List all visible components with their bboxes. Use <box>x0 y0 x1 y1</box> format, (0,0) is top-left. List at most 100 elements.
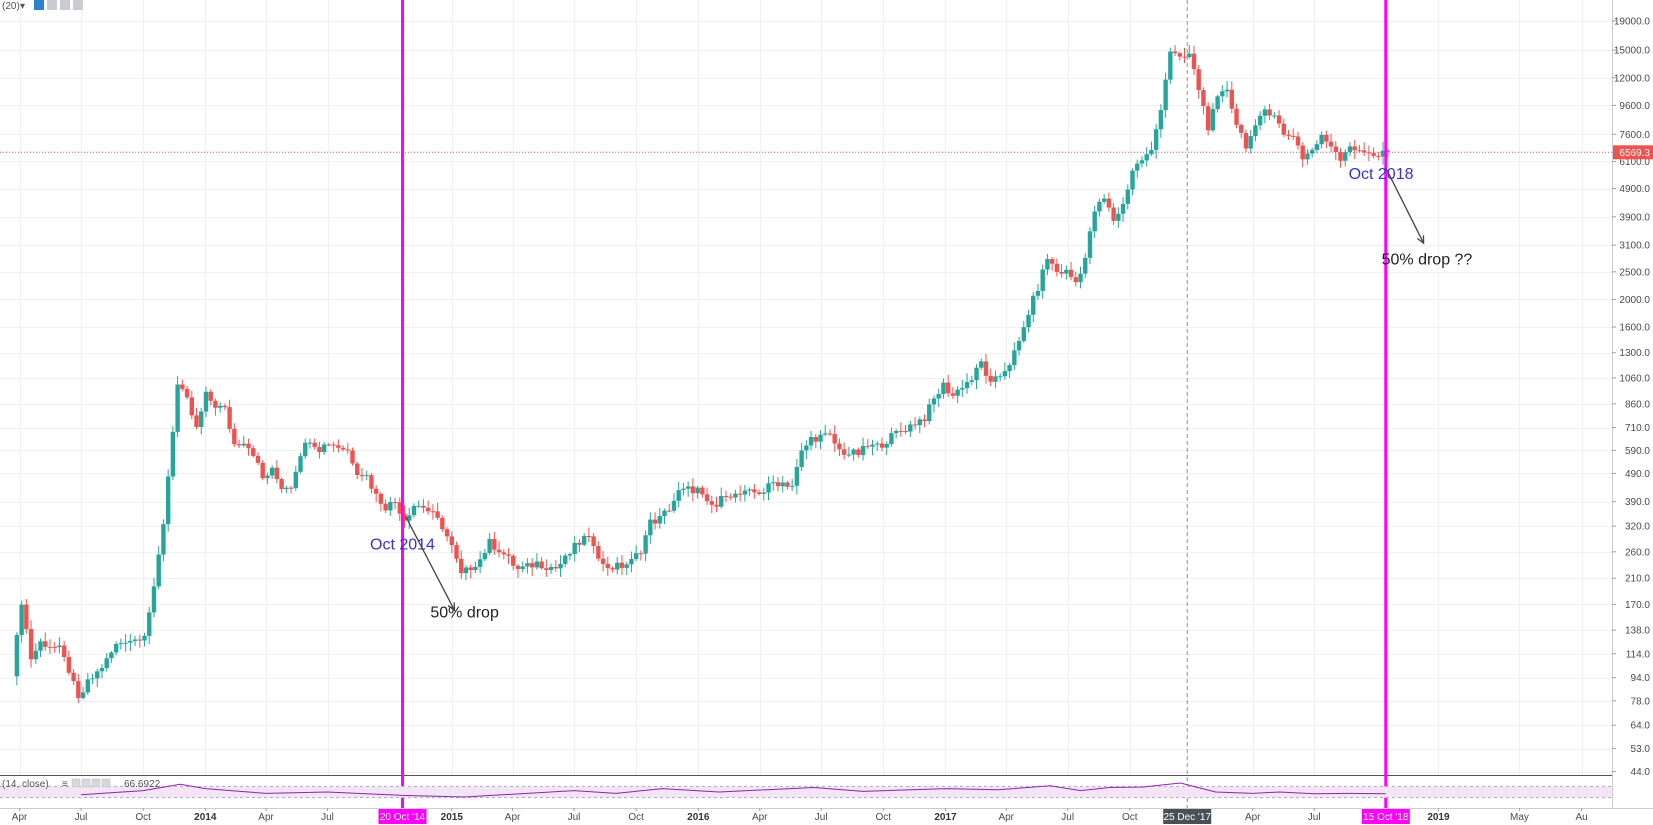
candle <box>813 434 818 449</box>
candle-body <box>425 507 431 512</box>
candle-body <box>383 503 388 511</box>
candle-body <box>771 482 776 484</box>
candle-body <box>1343 152 1348 161</box>
rsi-line <box>80 782 1386 798</box>
series-toolbar: (20) ▾ <box>2 0 83 12</box>
candle <box>586 527 592 543</box>
candle <box>95 668 100 688</box>
candle-body <box>1182 56 1187 58</box>
candle-body <box>1253 125 1258 137</box>
candle <box>865 439 870 449</box>
candle <box>643 530 648 562</box>
candle <box>714 496 719 513</box>
candle <box>600 551 606 572</box>
candle <box>742 485 748 502</box>
candle-body <box>1149 149 1154 155</box>
candle <box>57 637 62 654</box>
candle-body <box>260 462 265 479</box>
candle <box>723 490 729 502</box>
candle-body <box>265 475 270 479</box>
current-price-label: 6569.3 <box>1619 148 1650 159</box>
candle-body <box>388 502 393 511</box>
candle-body <box>1309 149 1315 154</box>
candle <box>184 385 190 400</box>
candle-body <box>889 433 894 444</box>
candle-body <box>142 635 147 641</box>
rsi-control-icon <box>101 778 111 788</box>
candle <box>1328 133 1334 152</box>
price-tick-label: 9600.0 <box>1619 101 1650 112</box>
candle <box>1163 72 1168 118</box>
annotation-arrow <box>405 516 456 612</box>
candle-body <box>737 493 743 495</box>
candle <box>71 668 76 686</box>
candle <box>1366 145 1372 162</box>
candle <box>577 539 582 552</box>
candle <box>80 686 86 700</box>
candle <box>473 561 478 574</box>
candle-body <box>1035 290 1041 296</box>
candle <box>685 481 691 497</box>
candle <box>1281 118 1286 138</box>
candle <box>161 519 166 562</box>
candle-body <box>1347 146 1353 153</box>
candle <box>667 503 672 513</box>
candle-body <box>629 558 634 565</box>
candle-body <box>161 524 166 555</box>
candle-body <box>832 433 837 444</box>
candle <box>255 452 261 465</box>
candle <box>1172 45 1178 57</box>
candle-body <box>227 407 232 429</box>
candle <box>364 470 369 481</box>
candle-body <box>350 450 355 464</box>
candle-body <box>1163 79 1168 111</box>
candle-body <box>1295 136 1301 146</box>
candle <box>1267 103 1272 121</box>
candle <box>785 480 790 490</box>
candle <box>652 512 658 530</box>
candle-body <box>808 436 814 446</box>
price-tick-label: 7600.0 <box>1619 130 1650 141</box>
candle <box>823 424 828 437</box>
candle <box>128 634 133 651</box>
price-tick-label: 3100.0 <box>1619 241 1650 252</box>
candle-body <box>1205 106 1211 131</box>
current-price-tag-bg <box>1613 145 1653 160</box>
candle-body <box>340 447 346 450</box>
candle-body <box>685 486 691 489</box>
candle-body <box>411 505 417 516</box>
candle <box>945 374 951 397</box>
candle <box>1376 152 1381 161</box>
price-tick-label: 710.0 <box>1625 423 1650 434</box>
candle <box>203 386 209 418</box>
candle-body <box>336 445 341 448</box>
candle-body <box>28 629 34 660</box>
rsi-pane: (14, close) ≡ 66.6922 <box>0 778 1612 799</box>
candle <box>411 503 417 518</box>
candle-body <box>288 487 294 489</box>
time-marker-tag-bg <box>1163 809 1212 824</box>
candle-body <box>1291 135 1296 137</box>
candle <box>99 664 105 679</box>
candle <box>671 493 677 513</box>
candle <box>76 673 81 704</box>
candle-body <box>255 455 261 463</box>
candle <box>1144 147 1149 167</box>
candle-body <box>860 445 866 455</box>
candle-body <box>33 650 38 660</box>
price-tick-label: 170.0 <box>1625 600 1650 611</box>
candle <box>771 475 776 491</box>
candle-body <box>851 449 856 455</box>
candle <box>383 499 388 513</box>
candle-body <box>515 565 521 570</box>
candle-body <box>1045 258 1050 270</box>
time-tick-label: Oct <box>1122 812 1138 823</box>
time-tick-label: Oct <box>628 812 644 823</box>
candle-body <box>501 552 506 555</box>
candle <box>1352 139 1357 160</box>
candle-body <box>364 475 369 477</box>
candle <box>199 407 204 435</box>
candle-body <box>837 443 842 450</box>
candle-body <box>14 634 20 677</box>
